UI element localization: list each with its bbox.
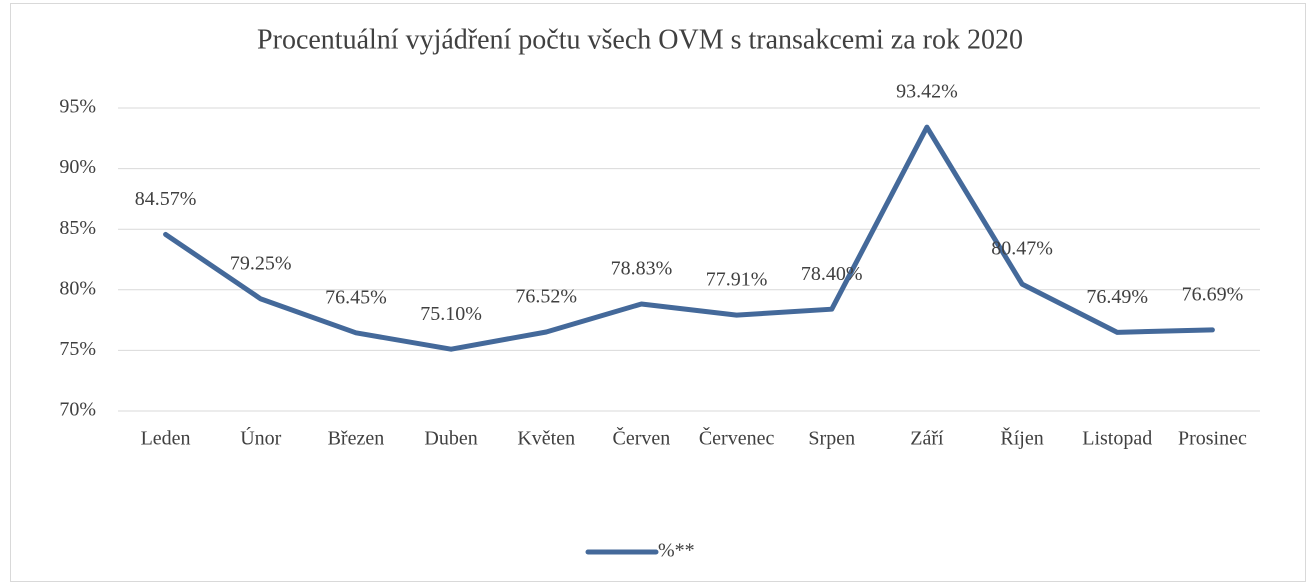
- data-label: 76.52%: [515, 286, 577, 308]
- x-tick-label: Srpen: [808, 428, 855, 450]
- data-label: 93.42%: [896, 81, 958, 103]
- x-tick-label: Červen: [613, 426, 671, 450]
- data-label: 76.69%: [1182, 284, 1244, 306]
- data-label: 78.83%: [611, 258, 673, 280]
- data-label: 78.40%: [801, 263, 863, 285]
- x-tick-label: Květen: [517, 428, 575, 450]
- data-label: 76.49%: [1086, 286, 1148, 308]
- data-label: 77.91%: [706, 269, 768, 291]
- chart-border: [10, 3, 1306, 582]
- x-tick-label: Prosinec: [1178, 428, 1247, 450]
- x-tick-label: Září: [910, 428, 944, 450]
- y-tick-label: 95%: [59, 96, 96, 118]
- x-tick-label: Leden: [141, 428, 191, 450]
- legend-label: %**: [658, 540, 695, 562]
- x-tick-label: Únor: [240, 426, 281, 450]
- y-tick-label: 85%: [59, 217, 96, 239]
- y-tick-label: 75%: [59, 338, 96, 360]
- data-label: 79.25%: [230, 252, 292, 274]
- data-label: 76.45%: [325, 286, 387, 308]
- x-tick-label: Červenec: [699, 426, 775, 450]
- data-label: 84.57%: [135, 188, 197, 210]
- y-tick-label: 90%: [59, 156, 96, 178]
- line: [163, 124, 1215, 352]
- x-tick-label: Říjen: [1000, 427, 1043, 450]
- y-tick-label: 80%: [59, 277, 96, 299]
- data-label: 80.47%: [991, 238, 1053, 260]
- data-label: 75.10%: [420, 303, 482, 325]
- x-tick-label: Listopad: [1082, 428, 1152, 450]
- chart-title: Procentuální vyjádření počtu všech OVM s…: [257, 24, 1023, 55]
- x-tick-label: Březen: [328, 428, 385, 450]
- x-tick-label: Duben: [424, 428, 477, 450]
- y-tick-label: 70%: [59, 399, 96, 421]
